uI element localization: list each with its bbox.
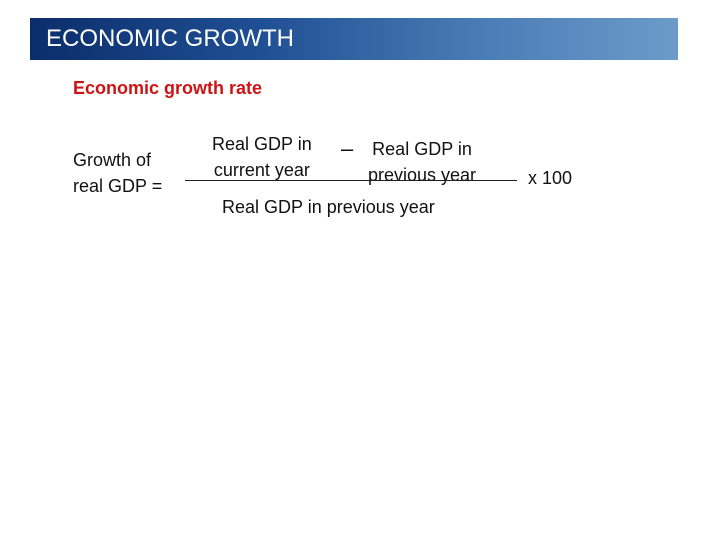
title-bar: ECONOMIC GROWTH	[30, 18, 678, 60]
numerator-current-year: Real GDP in current year	[212, 131, 312, 183]
minus-operator: –	[341, 136, 354, 161]
fraction-bar	[185, 180, 517, 181]
formula-lhs: Growth of real GDP =	[73, 147, 162, 199]
denominator: Real GDP in previous year	[222, 197, 435, 217]
slide-subtitle: Economic growth rate	[73, 78, 263, 98]
numerator-right-line1: Real GDP in	[372, 139, 472, 159]
multiplier: x 100	[528, 168, 573, 188]
slide-title: ECONOMIC GROWTH	[46, 25, 294, 52]
numerator-right-line2: previous year	[368, 165, 477, 185]
numerator-left-line1: Real GDP in	[212, 134, 312, 154]
numerator-left-line2: current year	[213, 160, 310, 180]
formula-lhs-line2: real GDP =	[73, 176, 163, 196]
formula-lhs-line1: Growth of	[73, 150, 152, 170]
